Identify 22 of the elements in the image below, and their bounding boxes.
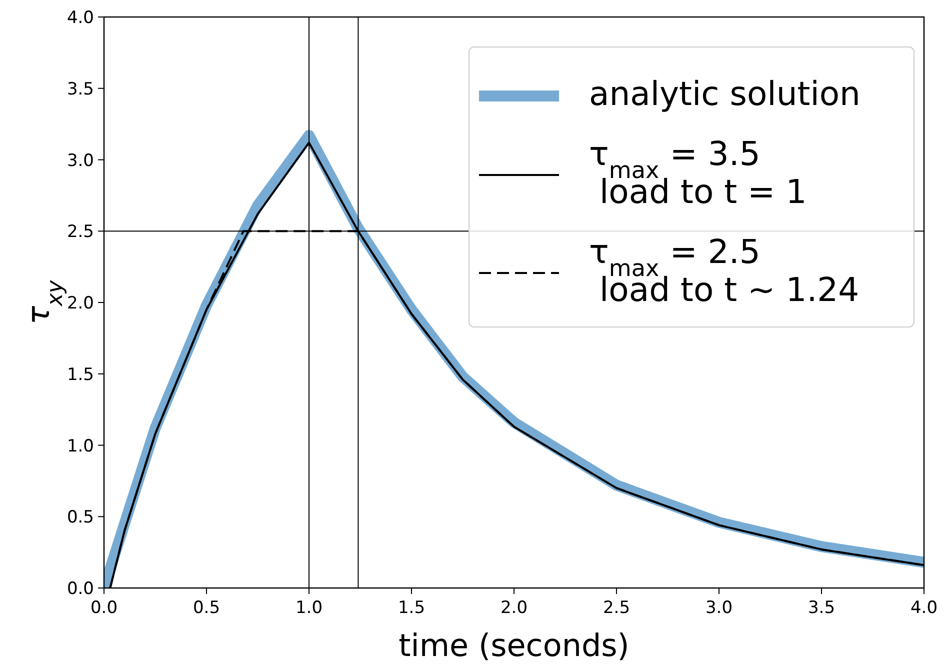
legend-label: analytic solution	[589, 74, 860, 113]
y-tick-label: 1.0	[66, 436, 94, 456]
y-tick-label: 0.0	[66, 579, 94, 599]
legend-label: τ$_{max}$ = 3.5 load to t = 1	[589, 134, 807, 211]
x-tick-label: 0.5	[192, 598, 220, 618]
y-tick-label: 3.0	[66, 150, 94, 171]
y-tick-label: 2.0	[66, 294, 94, 314]
legend-label: τ$_{max}$ = 2.5 load to t ~ 1.24	[589, 232, 860, 309]
y-tick-label: 4.0	[66, 8, 94, 28]
x-axis-title: time (seconds)	[398, 628, 630, 664]
x-tick-label: 3.5	[808, 598, 836, 618]
x-tick-label: 4.0	[910, 598, 938, 618]
y-tick-label: 0.5	[66, 508, 94, 528]
y-tick-label: 2.5	[66, 222, 94, 242]
x-tick-label: 1.0	[295, 598, 323, 618]
x-tick-label: 2.0	[500, 598, 528, 618]
x-tick-label: 3.0	[705, 598, 733, 618]
x-tick-label: 0.0	[90, 598, 118, 618]
x-tick-label: 1.5	[398, 598, 426, 618]
x-tick-label: 2.5	[602, 598, 630, 618]
y-tick-label: 1.5	[66, 364, 94, 385]
y-tick-label: 3.5	[66, 79, 94, 100]
